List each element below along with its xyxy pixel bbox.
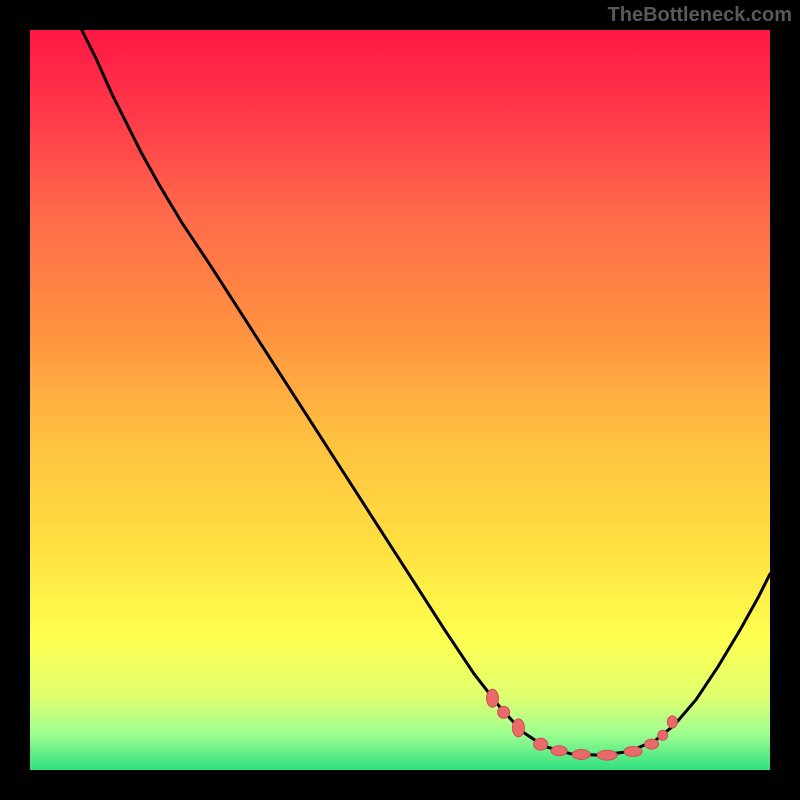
chart-marker xyxy=(624,747,642,757)
chart-marker xyxy=(498,706,510,718)
watermark-text: TheBottleneck.com xyxy=(608,4,792,27)
frame-left xyxy=(0,0,30,800)
chart-markers xyxy=(487,689,678,760)
chart-marker xyxy=(667,716,677,728)
chart-marker xyxy=(572,749,590,759)
chart-marker xyxy=(658,730,668,740)
chart-curve xyxy=(82,30,770,755)
frame-bottom xyxy=(0,770,800,800)
plot-area xyxy=(30,30,770,770)
chart-marker xyxy=(597,750,617,760)
chart-marker xyxy=(645,739,659,749)
chart-marker xyxy=(534,738,548,750)
chart-curve-layer xyxy=(30,30,770,770)
chart-marker xyxy=(512,719,524,737)
chart-marker xyxy=(487,689,499,707)
chart-marker xyxy=(551,746,567,756)
frame-right xyxy=(770,0,800,800)
